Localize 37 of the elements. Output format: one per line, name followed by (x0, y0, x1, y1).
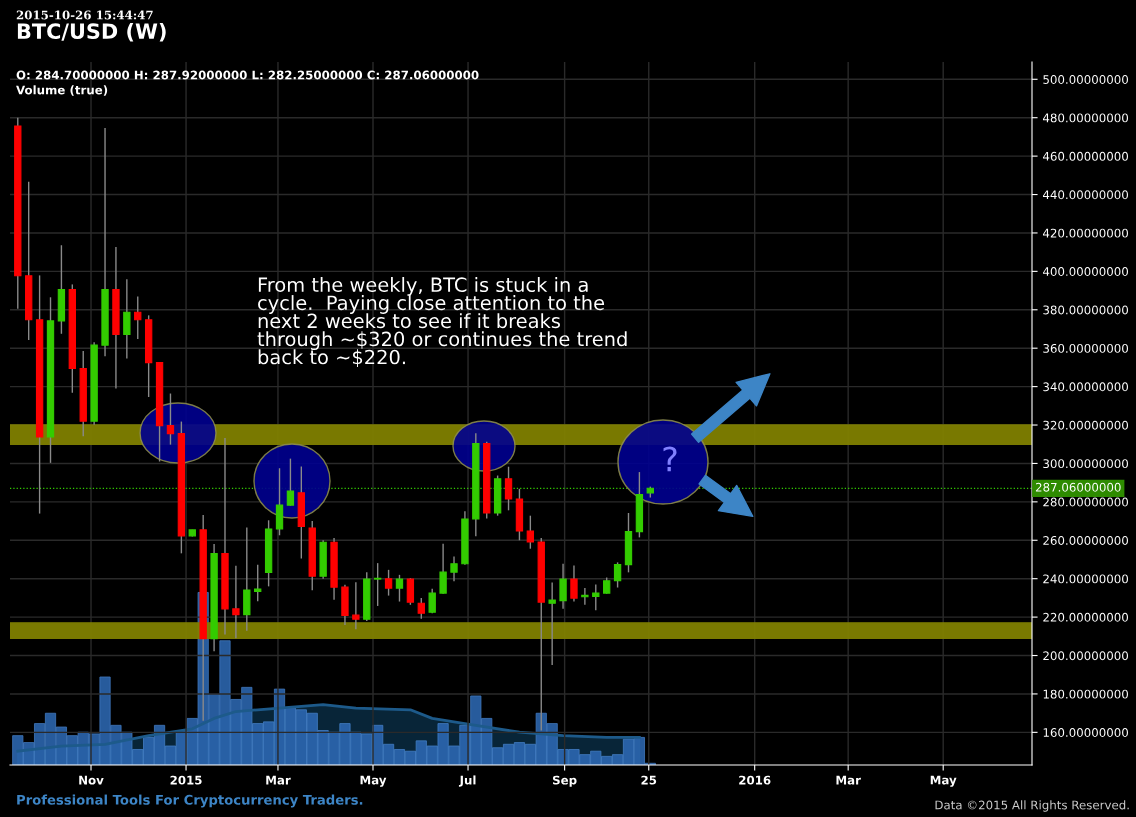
y-tick-label: 200.00000000 (1043, 651, 1129, 661)
y-tick-label: 480.00000000 (1042, 113, 1129, 123)
x-tick-label: 2016 (739, 775, 771, 785)
ref-line-label: 287.06000000 (1035, 482, 1121, 492)
y-tick-label: 320.00000000 (1043, 420, 1129, 430)
y-tick-label: 400.00000000 (1042, 267, 1129, 277)
x-tick-label: 25 (641, 775, 657, 785)
y-tick-label: 500.00000000 (1043, 75, 1129, 84)
x-tick-label: Nov (79, 775, 104, 785)
y-tick-label: 280.00000000 (1043, 497, 1129, 507)
x-tick-label: May (360, 775, 387, 787)
chart-title: BTC/USD (W) (17, 22, 166, 42)
y-tick-label: 260.00000000 (1043, 535, 1129, 545)
y-tick-label: 160.00000000 (1043, 728, 1129, 737)
y-tick-label: 340.00000000 (1043, 382, 1129, 392)
y-tick-label: 460.00000000 (1042, 151, 1129, 161)
annotation: O: 284.70000000 H: 287.92000000 L: 282.25000000 C: 287.06000000 (16, 70, 479, 80)
text: Data ©2015 All Rights Reserved. (935, 800, 1129, 812)
x-tick-label: Sep (552, 775, 577, 787)
y-tick-label: 180.00000000 (1043, 689, 1129, 699)
annotation: From the weekly, BTC is stuck in a cycle. Paying close attention to the next 2 weeks to see if it breaks through ~$320 or continues the trend back to ~$220. (257, 277, 627, 367)
annotation: ? (663, 446, 677, 472)
x-tick-label: Jul (458, 775, 476, 787)
x-tick-label: 2015 (170, 775, 202, 785)
y-tick-label: 360.00000000 (1043, 343, 1129, 353)
y-tick-label: 380.00000000 (1043, 305, 1129, 315)
chart-subtitle: 2015-10-26 15:44:47 (16, 10, 153, 20)
y-tick-label: 220.00000000 (1043, 612, 1129, 622)
chart-title: Volume (true) (16, 85, 108, 96)
text: Professional Tools For Cryptocurrency Traders. (17, 794, 363, 808)
x-tick-label: Mar (266, 775, 291, 785)
y-tick-label: 420.00000000 (1042, 228, 1129, 238)
y-tick-label: 240.00000000 (1043, 574, 1129, 584)
y-tick-label: 300.00000000 (1043, 459, 1129, 469)
x-tick-label: Mar (836, 775, 861, 785)
x-tick-label: May (930, 775, 957, 787)
y-tick-label: 440.00000000 (1042, 190, 1129, 200)
